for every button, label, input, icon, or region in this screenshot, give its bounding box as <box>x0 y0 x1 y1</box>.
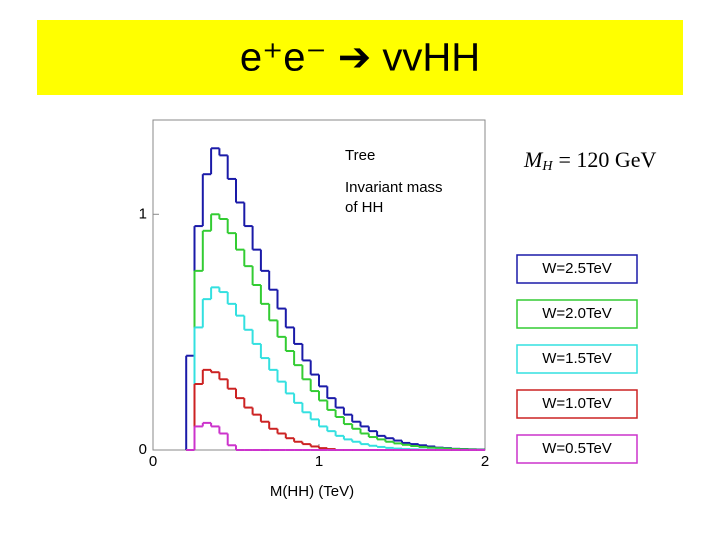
title-banner <box>37 20 683 95</box>
mass-subscript: H <box>541 159 553 174</box>
x-tick-label: 1 <box>315 453 323 470</box>
y-tick-label: 1 <box>139 205 147 222</box>
legend-box <box>516 299 638 329</box>
legend-box <box>516 254 638 284</box>
legend-label: W=2.0TeV <box>542 305 612 322</box>
mass-symbol: M <box>523 147 544 172</box>
annotation: Invariant mass <box>345 179 443 196</box>
legend-box <box>516 434 638 464</box>
legend-label: W=2.5TeV <box>542 260 612 277</box>
x-axis-label: M(HH) (TeV) <box>270 483 354 500</box>
mass-value: = 120 GeV <box>558 147 656 172</box>
y-tick-label: 0 <box>139 441 147 458</box>
annotation: Tree <box>345 147 375 164</box>
legend-label: W=1.5TeV <box>542 350 612 367</box>
annotation: of HH <box>345 199 383 216</box>
x-tick-label: 0 <box>149 453 157 470</box>
slide-title: e⁺e⁻ ➔ vvHH <box>240 36 480 80</box>
legend-box <box>516 344 638 374</box>
x-tick-label: 2 <box>481 453 489 470</box>
legend-label: W=1.0TeV <box>542 395 612 412</box>
legend-label: W=0.5TeV <box>542 440 612 457</box>
mass-note: MH = 120 GeV <box>523 147 657 174</box>
legend-box <box>516 389 638 419</box>
